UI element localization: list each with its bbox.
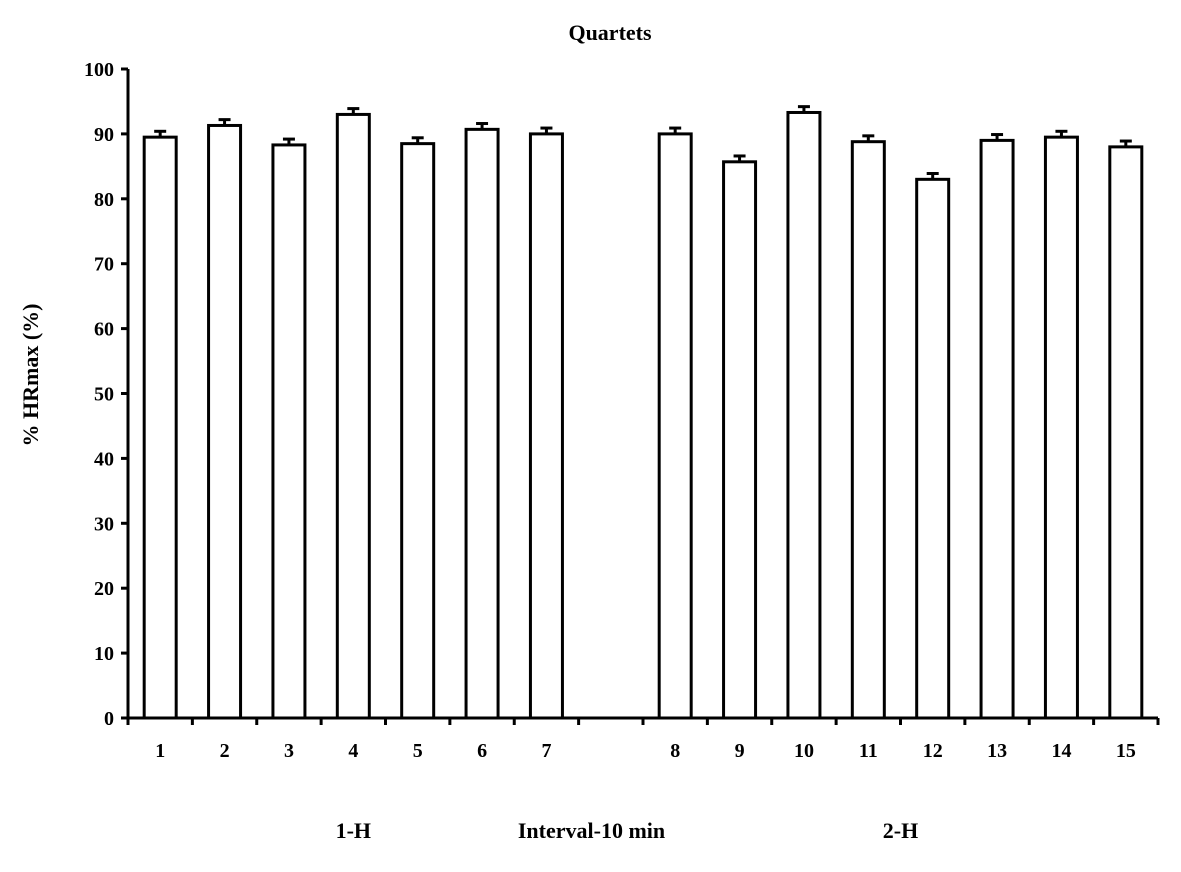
y-tick-label: 0 — [104, 708, 114, 730]
group-label: 1-H — [336, 818, 371, 843]
x-tick-label-8: 8 — [670, 740, 680, 762]
bar-11 — [850, 140, 886, 720]
x-tick-label-13: 13 — [987, 740, 1007, 762]
bar-15 — [1108, 145, 1144, 720]
y-tick-label: 90 — [94, 124, 114, 146]
y-tick-label: 60 — [94, 319, 114, 341]
x-tick-label-2: 2 — [220, 740, 230, 762]
bar-12 — [915, 177, 951, 720]
x-tick-label-4: 4 — [348, 740, 358, 762]
group-labels: 1-H Interval-10 min 2-H — [336, 818, 919, 843]
bar-5 — [400, 142, 436, 720]
y-tick-label: 80 — [94, 189, 114, 211]
y-tick-label: 50 — [94, 384, 114, 406]
x-tick-label-10: 10 — [794, 740, 814, 762]
x-tick-label-7: 7 — [541, 740, 551, 762]
x-tick-label-15: 15 — [1116, 740, 1136, 762]
bar-6 — [464, 127, 500, 720]
bar-14 — [1043, 135, 1079, 720]
x-tick-label-5: 5 — [413, 740, 423, 762]
y-tick-label: 40 — [94, 448, 114, 470]
chart-title: Quartets — [568, 20, 652, 45]
x-tick-label-3: 3 — [284, 740, 294, 762]
y-tick-label: 20 — [94, 578, 114, 600]
bar-13 — [979, 138, 1015, 720]
bar-10 — [786, 110, 822, 720]
y-axis-label: % HRmax (%) — [18, 304, 43, 447]
bar-9 — [722, 160, 758, 720]
bar-3 — [271, 143, 307, 720]
x-tick-label-1: 1 — [155, 740, 165, 762]
x-tick-label-6: 6 — [477, 740, 487, 762]
y-tick-label: 10 — [94, 643, 114, 665]
bar-1 — [142, 135, 178, 720]
bar-7 — [528, 132, 564, 720]
y-tick-label: 70 — [94, 254, 114, 276]
bar-2 — [207, 123, 243, 720]
y-tick-label: 100 — [84, 59, 114, 81]
bar-8 — [657, 132, 693, 720]
group-label: 2-H — [883, 818, 918, 843]
x-tick-label-9: 9 — [735, 740, 745, 762]
x-tick-label-14: 14 — [1051, 740, 1071, 762]
x-tick-label-11: 11 — [859, 740, 878, 762]
bars — [142, 105, 1144, 720]
group-label: Interval-10 min — [518, 818, 665, 843]
y-tick-label: 30 — [94, 513, 114, 535]
x-tick-label-12: 12 — [923, 740, 943, 762]
bar-4 — [335, 112, 371, 720]
